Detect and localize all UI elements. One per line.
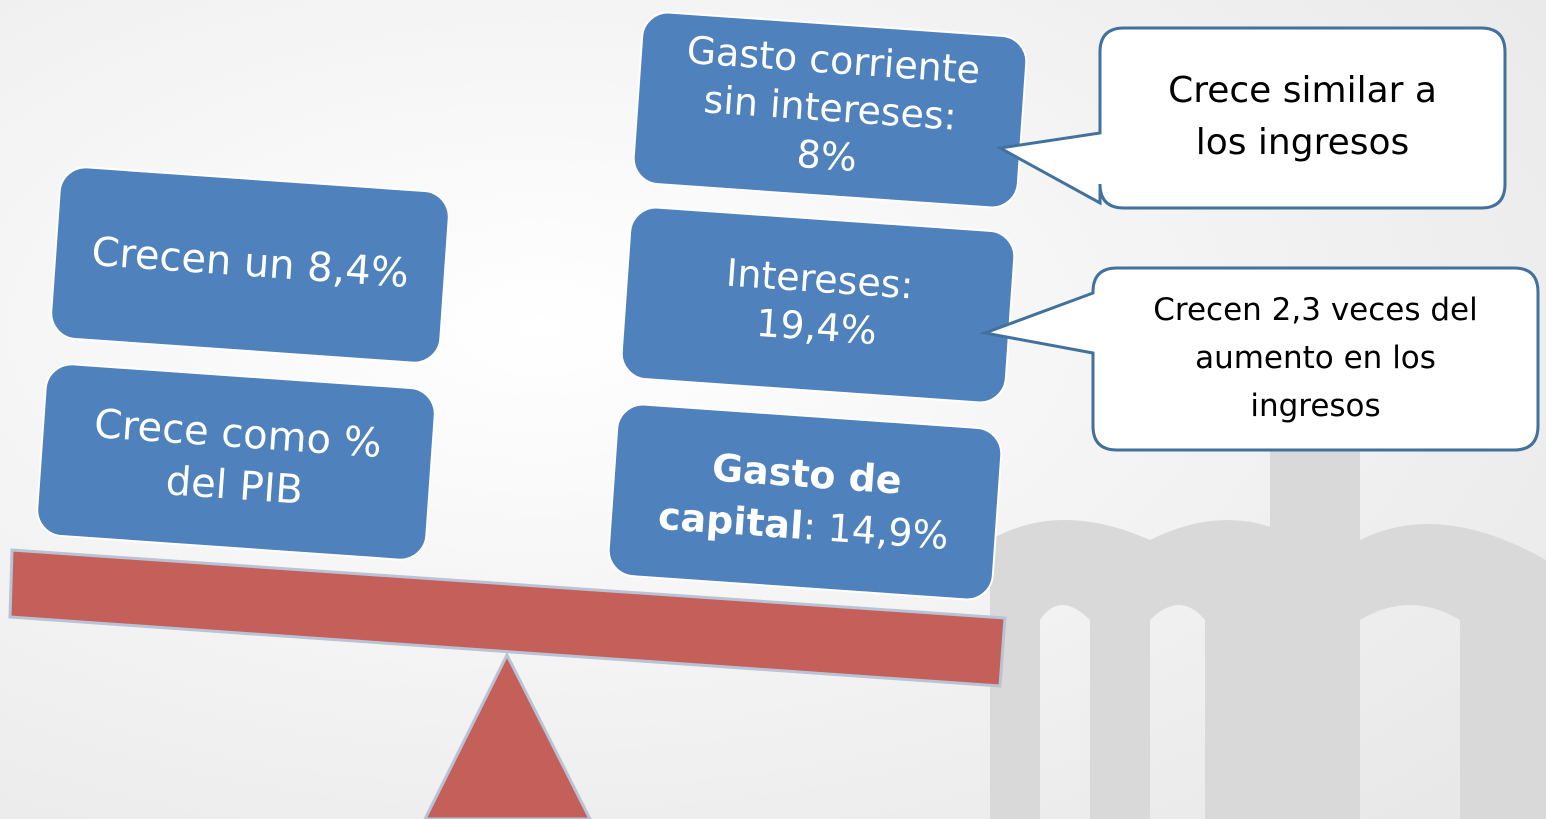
box: Gasto decapital: 14,9%	[607, 403, 1003, 601]
callout-bg	[995, 26, 1507, 210]
box-bg	[607, 403, 1003, 601]
box-text: Crece similar a los ingresos	[1168, 70, 1437, 163]
box: Gasto corrientesin intereses:8%	[632, 11, 1028, 209]
text-line: Crecen 2,3 veces del	[1153, 292, 1477, 328]
box: Crecen un 8,4%	[50, 166, 450, 364]
box: Crece como %del PIB	[36, 363, 436, 561]
box-bg	[620, 206, 1016, 404]
box-bg	[36, 363, 436, 561]
callout-bg	[979, 266, 1540, 452]
box-bg	[50, 166, 450, 364]
callout: Crecen 2,3 veces del aumento en los ingres…	[979, 266, 1540, 452]
text-line: capital	[657, 493, 805, 547]
callout-text-wrap: Crecen 2,3 veces del aumento en los ingres…	[1153, 292, 1477, 424]
fulcrum	[423, 651, 592, 819]
text-line: los ingresos	[1196, 122, 1410, 163]
box-text: Crecen 2,3 veces del aumento en los ingres…	[1153, 292, 1477, 424]
text-line: 19,4%	[755, 300, 878, 352]
text-line: Crece similar a	[1168, 70, 1437, 111]
text-line: del PIB	[164, 458, 304, 513]
text-line: ingresos	[1250, 388, 1380, 424]
text-part: : 14,9%	[802, 503, 950, 557]
logo	[990, 440, 1546, 819]
callout-text-wrap: Crece similar a los ingresos	[1168, 70, 1437, 163]
beam	[8, 548, 1007, 688]
text-line: aumento en los	[1195, 340, 1436, 376]
callout: Crece similar a los ingresos	[995, 26, 1507, 210]
box: Intereses:19,4%	[620, 206, 1016, 404]
box-bg	[632, 11, 1028, 209]
text-line: 8%	[795, 131, 858, 179]
